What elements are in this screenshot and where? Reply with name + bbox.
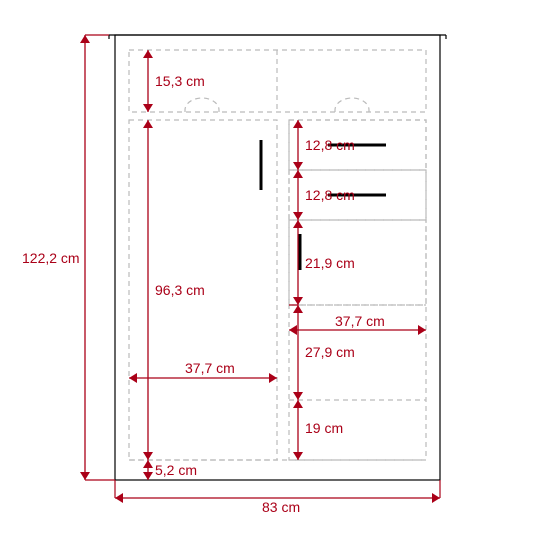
label-right-w: 37,7 cm	[335, 313, 385, 329]
label-mid-shelf-h: 27,9 cm	[305, 344, 355, 360]
label-total-width: 83 cm	[262, 499, 300, 515]
label-bottom-shelf-h: 19 cm	[305, 420, 343, 436]
label-drawer2: 12,8 cm	[305, 187, 355, 203]
furniture-dimension-diagram	[0, 0, 535, 535]
label-drawer1: 12,8 cm	[305, 137, 355, 153]
label-top-shelf: 15,3 cm	[155, 73, 205, 89]
label-left-door-w: 37,7 cm	[185, 360, 235, 376]
label-base-h: 5,2 cm	[155, 462, 197, 478]
label-right-door-h: 21,9 cm	[305, 255, 355, 271]
label-left-door-h: 96,3 cm	[155, 282, 205, 298]
label-total-height: 122,2 cm	[22, 250, 80, 266]
